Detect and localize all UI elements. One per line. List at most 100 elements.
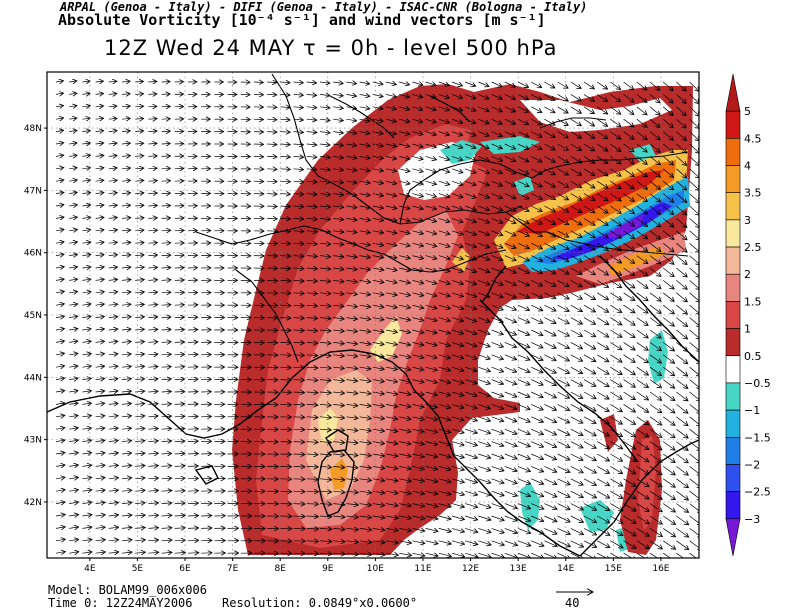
wind-vector xyxy=(267,107,276,108)
wind-vector xyxy=(372,156,383,158)
wind-vector xyxy=(174,379,184,380)
wind-vector xyxy=(82,193,90,194)
wind-vector xyxy=(121,242,130,243)
colorbar-label: −1.5 xyxy=(744,431,771,444)
wind-vector xyxy=(399,169,409,172)
wind-vector xyxy=(649,118,660,127)
wind-vector xyxy=(451,180,463,185)
wind-vector xyxy=(636,168,647,177)
wind-vector xyxy=(108,94,117,95)
wind-vector xyxy=(570,205,582,212)
wind-vector xyxy=(372,206,383,208)
wind-vector xyxy=(161,206,171,207)
wind-vector xyxy=(55,106,63,107)
wind-vector xyxy=(504,255,516,261)
wind-vector xyxy=(531,180,542,186)
wind-vector xyxy=(293,94,303,95)
wind-vector xyxy=(280,206,290,207)
wind-vector xyxy=(306,107,317,108)
wind-vector xyxy=(306,218,317,219)
wind-vector xyxy=(451,205,463,210)
wind-vector xyxy=(491,131,502,137)
wind-vector xyxy=(121,168,130,169)
wind-vector xyxy=(319,181,330,182)
wind-vector xyxy=(346,82,356,84)
wind-vector xyxy=(451,131,462,136)
wind-vector xyxy=(319,231,330,232)
wind-vector xyxy=(280,132,289,133)
wind-vector xyxy=(55,205,64,206)
wind-vector xyxy=(649,156,660,164)
wind-vector xyxy=(649,131,660,140)
colorbar-swatch xyxy=(725,328,741,357)
wind-vector xyxy=(662,218,673,226)
wind-vector xyxy=(161,280,171,281)
wind-vector xyxy=(504,106,515,112)
wind-vector xyxy=(187,454,198,455)
wind-vector xyxy=(108,81,117,82)
wind-vector xyxy=(478,180,489,185)
wind-vector xyxy=(597,255,608,263)
wind-vector xyxy=(689,180,699,190)
wind-vector xyxy=(69,168,77,169)
wind-vector xyxy=(293,206,304,207)
wind-vector xyxy=(662,156,673,164)
wind-vector xyxy=(438,242,450,246)
wind-vector xyxy=(280,231,290,232)
wind-vector xyxy=(623,205,635,214)
wind-vector xyxy=(148,280,157,281)
wind-vector xyxy=(333,280,343,281)
wind-vector xyxy=(280,144,289,145)
wind-vector xyxy=(148,82,156,83)
wind-vector xyxy=(69,131,76,132)
coastlines xyxy=(47,255,699,557)
wind-vector xyxy=(465,267,476,272)
wind-vector xyxy=(280,107,289,108)
wind-vector xyxy=(187,478,198,479)
wind-vector xyxy=(359,256,371,258)
wind-vector xyxy=(69,279,77,280)
colorbar-swatch xyxy=(725,491,741,520)
wind-vector xyxy=(121,255,130,256)
wind-vector xyxy=(267,181,277,182)
wind-vector xyxy=(425,94,436,97)
wind-vector xyxy=(636,180,647,189)
wind-vector xyxy=(544,106,554,113)
wind-vector xyxy=(412,231,423,234)
wind-vector xyxy=(544,81,554,88)
wind-vector xyxy=(517,267,529,273)
wind-vector xyxy=(359,169,370,171)
wind-vector xyxy=(636,230,648,239)
wind-vector xyxy=(531,106,541,112)
colorbar-swatch xyxy=(725,518,741,557)
wind-vector xyxy=(531,205,542,211)
wind-vector xyxy=(544,242,555,249)
wind-vector xyxy=(517,218,529,223)
wind-vector xyxy=(148,119,156,120)
wind-vector xyxy=(69,118,76,119)
wind-vector xyxy=(399,132,409,135)
wind-vector xyxy=(135,205,143,206)
wind-vector xyxy=(623,106,634,115)
wind-vector xyxy=(662,94,673,102)
wind-vector xyxy=(82,81,89,82)
wind-vector xyxy=(504,193,516,199)
wind-vector xyxy=(412,256,423,259)
wind-vector xyxy=(451,267,463,272)
wind-vector xyxy=(148,243,157,244)
colorbar: 5 4.5 4 3.5 3 2.5 2 1.5 1 0.5 −0.5 −1 −1.5 −2 −2.5 −3 xyxy=(725,73,771,557)
wind-vector xyxy=(148,94,156,95)
wind-vector xyxy=(95,267,104,268)
wind-vector xyxy=(148,193,156,194)
wind-vector xyxy=(623,81,634,90)
wind-vector xyxy=(438,106,449,110)
wind-vector xyxy=(623,193,634,202)
wind-vector xyxy=(267,156,276,157)
wind-vector xyxy=(557,131,568,138)
wind-vector xyxy=(570,218,582,224)
wind-vector xyxy=(451,81,462,86)
wind-vector xyxy=(544,180,555,187)
wind-vector xyxy=(597,218,608,225)
wind-vector xyxy=(451,242,463,247)
wind-vector xyxy=(293,194,304,195)
